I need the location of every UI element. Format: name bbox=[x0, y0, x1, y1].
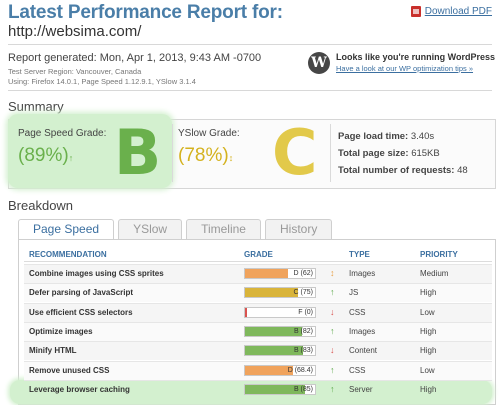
wordpress-notice: W Looks like you're running WordPress Ha… bbox=[308, 52, 495, 74]
recommendation-type: Server bbox=[349, 384, 373, 394]
grade-bar: D (68.4) bbox=[244, 364, 316, 376]
trend-icon: ↑ bbox=[330, 364, 335, 375]
recommendation-type: JS bbox=[349, 288, 359, 298]
grade-value: C (75) bbox=[293, 289, 313, 297]
pagespeed-grade: Page Speed Grade: (89%)↑ bbox=[18, 128, 106, 167]
grade-value: B (85) bbox=[293, 385, 313, 393]
yslow-grade: YSlow Grade: (78%)↕ bbox=[178, 128, 240, 167]
table-row[interactable]: Defer parsing of JavaScript C (75) ↑ JS High bbox=[24, 283, 492, 303]
trend-icon: ↑ bbox=[330, 287, 335, 298]
recommendation-type: Images bbox=[349, 326, 376, 336]
recommendation-name[interactable]: Optimize images bbox=[29, 326, 93, 336]
divider bbox=[172, 124, 173, 182]
recommendation-type: Content bbox=[349, 346, 378, 356]
divider bbox=[8, 44, 492, 45]
pdf-icon bbox=[410, 6, 421, 17]
table-row[interactable]: Remove unused CSS D (68.4) ↑ CSS Low bbox=[24, 360, 492, 380]
divider bbox=[24, 261, 492, 262]
trend-icon: ↑ bbox=[330, 325, 335, 336]
recommendation-type: CSS bbox=[349, 365, 366, 375]
recommendation-name[interactable]: Remove unused CSS bbox=[29, 365, 110, 375]
col-grade[interactable]: GRADE bbox=[244, 250, 273, 259]
yslow-percent: (78%)↕ bbox=[178, 145, 234, 166]
tab-history[interactable]: History bbox=[264, 219, 333, 239]
trend-icon: ↑ bbox=[330, 383, 335, 394]
yslow-label: YSlow Grade: bbox=[178, 128, 240, 139]
requests-stat: Total number of requests: 48 bbox=[338, 165, 468, 176]
test-region: Test Server Region: Vancouver, Canada bbox=[8, 67, 142, 76]
table-row[interactable]: Combine images using CSS sprites D (62) ↕ I… bbox=[24, 264, 492, 283]
page-stats: Page load time: 3.40s Total page size: 6… bbox=[338, 128, 468, 179]
wordpress-title: Looks like you're running WordPress bbox=[336, 52, 496, 62]
grade-bar: F (0) bbox=[244, 306, 316, 318]
table-row[interactable]: Leverage browser caching B (85) ↑ Server Hig… bbox=[24, 379, 492, 399]
grade-bar-fill bbox=[245, 307, 248, 317]
grade-bar: B (82) bbox=[244, 325, 316, 337]
grade-bar: B (85) bbox=[244, 383, 316, 395]
grade-bar-fill bbox=[245, 269, 289, 278]
grade-value: F (0) bbox=[298, 308, 313, 316]
grade-value: B (83) bbox=[293, 347, 313, 355]
grade-bar-fill bbox=[245, 365, 293, 375]
trend-icon: ↕ bbox=[330, 268, 335, 278]
tab-timeline[interactable]: Timeline bbox=[186, 219, 261, 239]
recommendation-priority: Low bbox=[420, 307, 435, 317]
report-title: Latest Performance Report for: bbox=[8, 2, 283, 23]
wordpress-icon: W bbox=[308, 52, 330, 74]
report-url: http://websima.com/ bbox=[8, 23, 142, 40]
recommendation-priority: High bbox=[420, 384, 437, 394]
page-size-stat: Total page size: 615KB bbox=[338, 148, 440, 159]
grade-bar: D (62) bbox=[244, 268, 316, 279]
recommendation-name[interactable]: Leverage browser caching bbox=[29, 384, 130, 394]
pagespeed-label: Page Speed Grade: bbox=[18, 128, 107, 139]
grade-bar: C (75) bbox=[244, 287, 316, 299]
divider bbox=[8, 90, 492, 91]
yslow-letter: C bbox=[272, 116, 318, 189]
table-row[interactable]: Optimize images B (82) ↑ Images High bbox=[24, 321, 492, 341]
col-priority[interactable]: PRIORITY bbox=[420, 250, 458, 259]
recommendation-name[interactable]: Use efficient CSS selectors bbox=[29, 307, 133, 317]
pagespeed-highlight bbox=[8, 114, 172, 188]
recommendation-type: CSS bbox=[349, 307, 366, 317]
table-row[interactable]: Minify HTML B (83) ↓ Content High bbox=[24, 341, 492, 361]
grade-bar: B (83) bbox=[244, 345, 316, 357]
trend-icon: ↓ bbox=[330, 306, 335, 317]
recommendation-priority: High bbox=[420, 288, 437, 298]
tab-yslow[interactable]: YSlow bbox=[118, 219, 183, 239]
recommendation-priority: High bbox=[420, 326, 437, 336]
pagespeed-letter: B bbox=[114, 116, 162, 189]
recommendation-type: Images bbox=[349, 269, 376, 278]
tab-page-speed[interactable]: Page Speed bbox=[18, 219, 115, 240]
breakdown-tabs: Page Speed YSlow Timeline History bbox=[18, 219, 333, 240]
recommendation-priority: High bbox=[420, 346, 437, 356]
recommendation-priority: Medium bbox=[420, 269, 449, 278]
trend-icon: ↓ bbox=[330, 345, 335, 356]
grade-bar-fill bbox=[245, 288, 298, 298]
recommendation-name[interactable]: Combine images using CSS sprites bbox=[29, 269, 164, 278]
grade-value: B (82) bbox=[293, 327, 313, 335]
wp-optimization-link[interactable]: Have a look at our WP optimization tips … bbox=[336, 64, 474, 73]
divider bbox=[330, 124, 331, 182]
grade-bar-fill bbox=[245, 384, 305, 394]
recommendation-name[interactable]: Defer parsing of JavaScript bbox=[29, 288, 134, 298]
grade-value: D (68.4) bbox=[287, 366, 313, 374]
grade-bar-fill bbox=[245, 326, 303, 336]
table-row[interactable]: Use efficient CSS selectors F (0) ↓ CSS Low bbox=[24, 302, 492, 322]
breakdown-heading: Breakdown bbox=[8, 198, 74, 213]
recommendation-name[interactable]: Minify HTML bbox=[29, 346, 77, 356]
pagespeed-percent: (89%)↑ bbox=[18, 145, 74, 166]
col-type[interactable]: TYPE bbox=[349, 250, 370, 259]
download-pdf-label[interactable]: Download PDF bbox=[424, 6, 492, 17]
col-recommendation[interactable]: RECOMMENDATION bbox=[29, 250, 107, 259]
trend-up-icon: ↑ bbox=[68, 153, 74, 163]
recommendation-priority: Low bbox=[420, 365, 435, 375]
report-generated: Report generated: Mon, Apr 1, 2013, 9:43… bbox=[8, 52, 262, 64]
test-using: Using: Firefox 14.0.1, Page Speed 1.12.9… bbox=[8, 77, 196, 86]
trend-neutral-icon: ↕ bbox=[228, 153, 234, 163]
grade-value: D (62) bbox=[293, 270, 313, 277]
load-time-stat: Page load time: 3.40s bbox=[338, 131, 435, 142]
download-pdf-link[interactable]: Download PDF bbox=[410, 6, 492, 17]
grade-bar-fill bbox=[245, 346, 304, 356]
summary-heading: Summary bbox=[8, 99, 64, 114]
